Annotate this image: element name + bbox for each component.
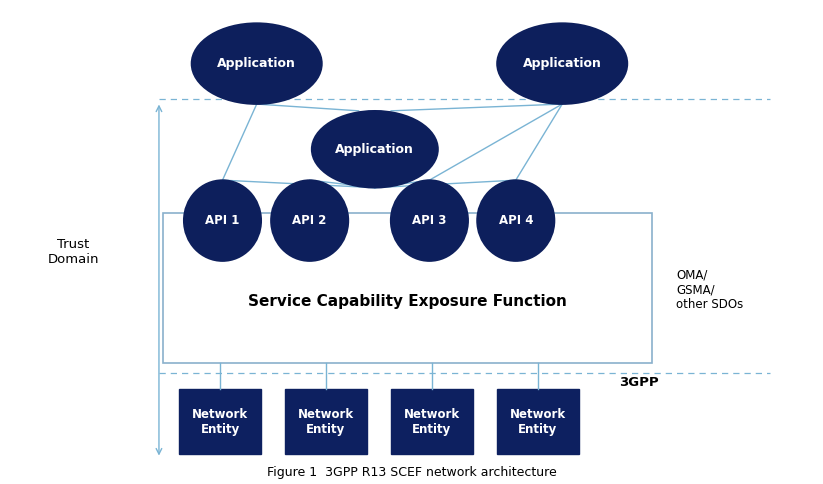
Text: Application: Application bbox=[336, 143, 414, 156]
FancyBboxPatch shape bbox=[497, 390, 579, 454]
Text: API 3: API 3 bbox=[412, 214, 447, 227]
Text: Network
Entity: Network Entity bbox=[404, 408, 460, 436]
Text: Figure 1  3GPP R13 SCEF network architecture: Figure 1 3GPP R13 SCEF network architect… bbox=[267, 466, 556, 479]
Ellipse shape bbox=[184, 180, 261, 261]
Ellipse shape bbox=[477, 180, 555, 261]
Ellipse shape bbox=[192, 23, 322, 104]
Ellipse shape bbox=[497, 23, 627, 104]
FancyBboxPatch shape bbox=[179, 390, 261, 454]
Text: Service Capability Exposure Function: Service Capability Exposure Function bbox=[248, 294, 567, 309]
FancyBboxPatch shape bbox=[391, 390, 472, 454]
Text: Trust
Domain: Trust Domain bbox=[48, 238, 99, 266]
Text: OMA/
GSMA/
other SDOs: OMA/ GSMA/ other SDOs bbox=[677, 268, 743, 311]
Text: 3GPP: 3GPP bbox=[619, 376, 659, 389]
FancyBboxPatch shape bbox=[163, 213, 652, 363]
Text: API 1: API 1 bbox=[205, 214, 239, 227]
Text: API 4: API 4 bbox=[499, 214, 533, 227]
Text: Application: Application bbox=[217, 57, 296, 70]
Ellipse shape bbox=[391, 180, 468, 261]
Ellipse shape bbox=[312, 111, 438, 188]
Text: API 2: API 2 bbox=[292, 214, 327, 227]
Text: Application: Application bbox=[523, 57, 602, 70]
Text: Network
Entity: Network Entity bbox=[298, 408, 354, 436]
Text: Network
Entity: Network Entity bbox=[509, 408, 566, 436]
Ellipse shape bbox=[271, 180, 348, 261]
FancyBboxPatch shape bbox=[286, 390, 367, 454]
Text: Network
Entity: Network Entity bbox=[192, 408, 248, 436]
